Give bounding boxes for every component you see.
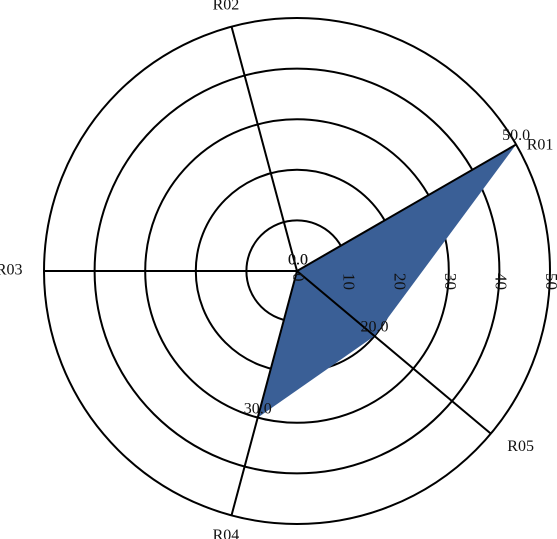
spoke-R02 xyxy=(230,26,298,272)
data-label-R02: 0.0 xyxy=(288,252,308,269)
category-label-R05: R05 xyxy=(507,438,534,455)
series-area xyxy=(257,144,517,418)
spoke-R04 xyxy=(230,270,298,516)
spoke-R01 xyxy=(296,143,517,272)
radial-tick-label: 50 xyxy=(542,273,557,290)
spoke-layer xyxy=(44,26,517,516)
data-label-R05: 20.0 xyxy=(361,319,389,336)
radial-tick-label: 10 xyxy=(340,273,359,290)
category-label-R01: R01 xyxy=(527,136,554,153)
category-label-R02: R02 xyxy=(213,0,240,14)
radial-tick-label: 20 xyxy=(390,273,409,290)
data-label-R03: 0.0 xyxy=(288,252,308,269)
area-layer xyxy=(257,144,517,418)
radial-tick-label: 30 xyxy=(441,273,460,290)
data-label-R04: 30.0 xyxy=(244,400,272,417)
spoke-R05 xyxy=(296,270,492,435)
category-label-R03: R03 xyxy=(0,262,22,279)
category-label-R04: R04 xyxy=(213,527,240,539)
radial-tick-label: 40 xyxy=(491,273,510,290)
radial-tick-label: 0 xyxy=(289,273,308,282)
data-label-R01: 50.0 xyxy=(502,127,530,144)
